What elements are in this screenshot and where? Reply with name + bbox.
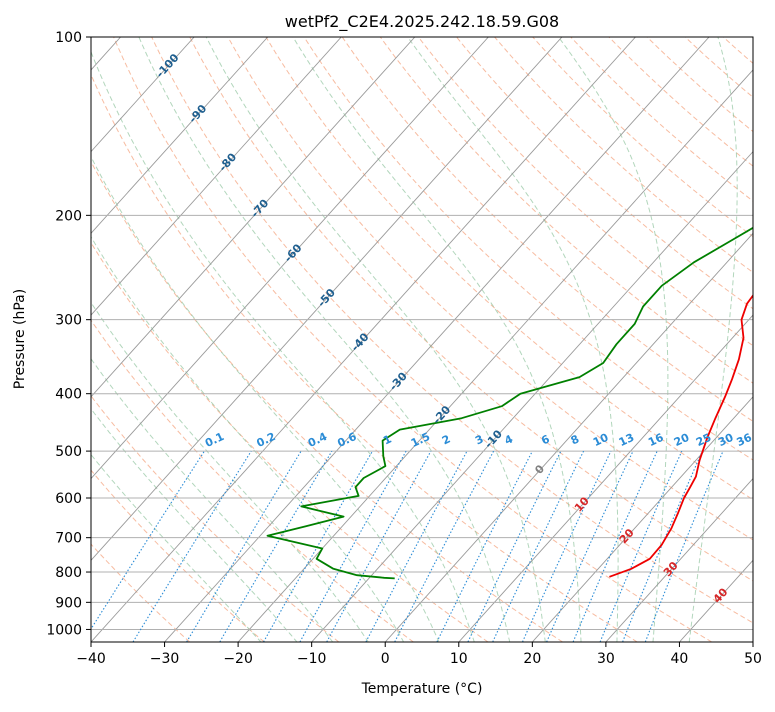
plot-area: [91, 37, 753, 642]
x-tick-label: −30: [150, 651, 180, 667]
x-tick-label: −40: [76, 651, 106, 667]
y-tick-label: 1000: [46, 622, 82, 638]
y-tick-label: 500: [55, 444, 82, 460]
y-tick-label: 100: [55, 30, 82, 46]
x-tick-label: 30: [597, 651, 615, 667]
x-tick-label: 40: [671, 651, 689, 667]
y-axis-label: Pressure (hPa): [12, 289, 28, 389]
y-tick-label: 200: [55, 208, 82, 224]
x-tick-label: 0: [381, 651, 390, 667]
y-tick-label: 900: [55, 595, 82, 611]
chart-title: wetPf2_C2E4.2025.242.18.59.G08: [285, 12, 559, 32]
y-tick-label: 600: [55, 491, 82, 507]
y-tick-label: 800: [55, 565, 82, 581]
x-tick-label: 50: [744, 651, 762, 667]
x-tick-label: −20: [223, 651, 253, 667]
x-axis-label: Temperature (°C): [361, 681, 483, 697]
x-tick-label: 20: [523, 651, 541, 667]
y-tick-label: 700: [55, 531, 82, 547]
y-tick-label: 400: [55, 387, 82, 403]
x-tick-label: −10: [297, 651, 327, 667]
x-tick-label: 10: [450, 651, 468, 667]
y-tick-label: 300: [55, 313, 82, 329]
